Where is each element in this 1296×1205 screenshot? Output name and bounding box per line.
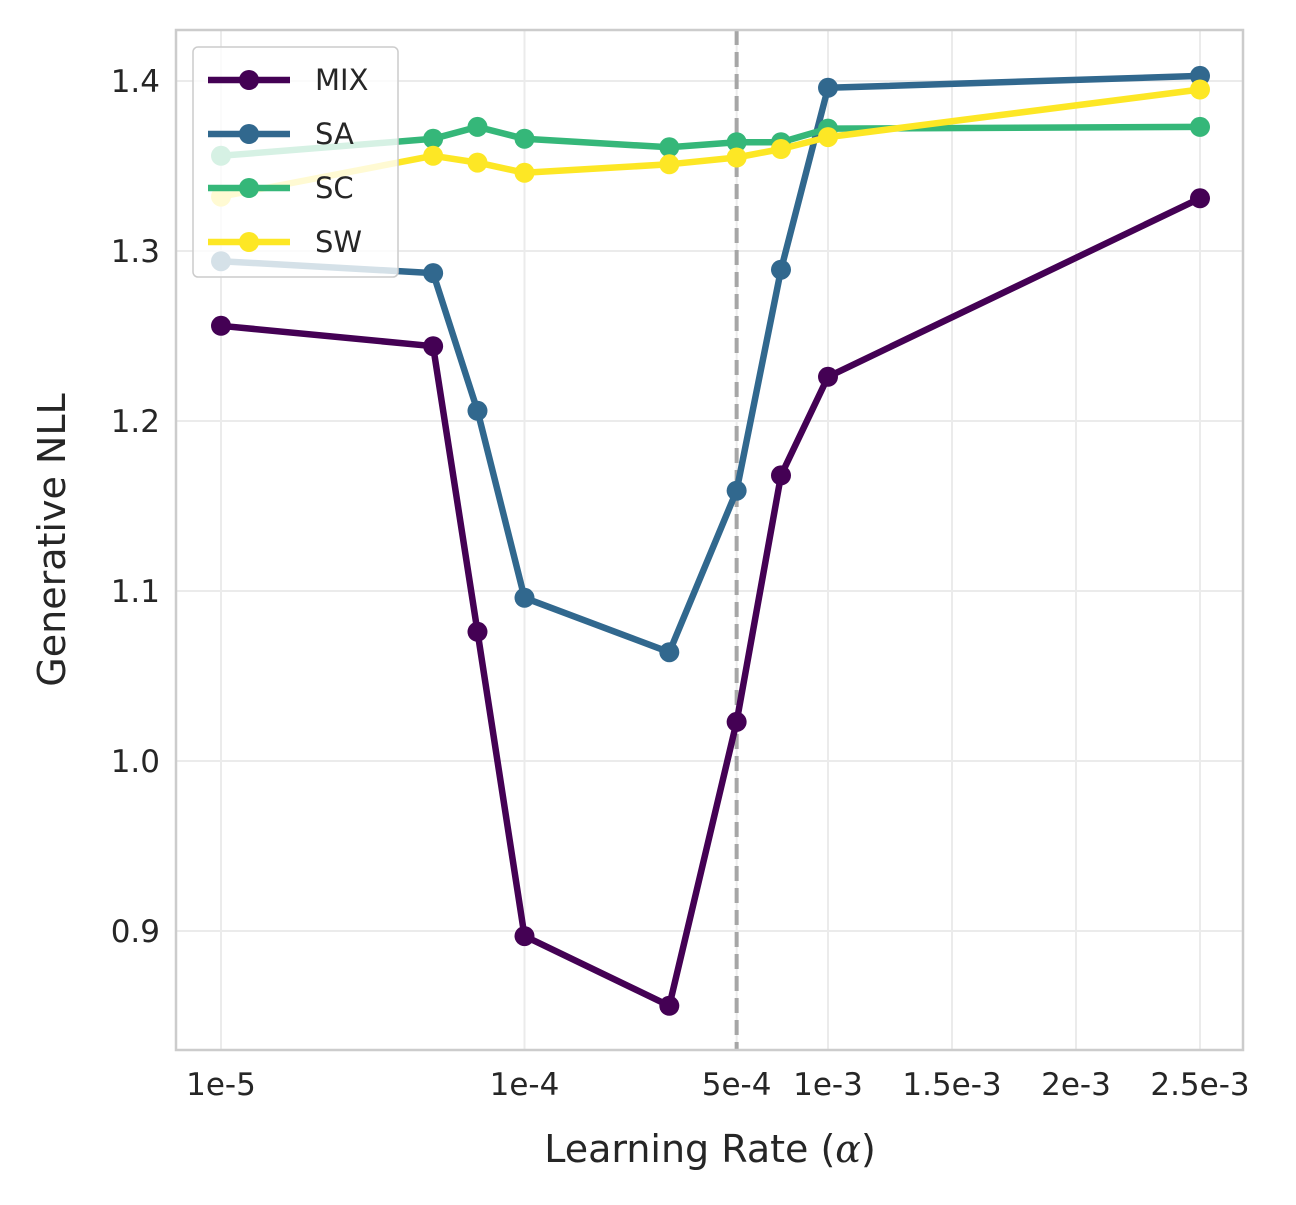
- legend-entry-sc: SC: [208, 171, 354, 205]
- legend-swatch-marker: [239, 124, 259, 144]
- data-point-mix: [659, 995, 680, 1016]
- data-point-sw: [659, 154, 680, 175]
- legend-entry-mix: MIX: [208, 63, 368, 97]
- x-axis-title: Learning Rate (α): [544, 1127, 876, 1171]
- plot-frame: [174, 28, 1245, 1052]
- y-tick-label: 1.1: [111, 574, 160, 610]
- data-point-sw: [467, 152, 488, 173]
- data-point-sc: [423, 128, 444, 149]
- x-tick-label: 2e-3: [1041, 1067, 1111, 1103]
- series-mix: [211, 188, 1210, 1016]
- legend-entry-sa: SA: [208, 117, 354, 151]
- y-axis: 0.9 1.0 1.1 1.2 1.3 1.4: [111, 64, 160, 950]
- data-point-sw: [423, 145, 444, 166]
- data-point-sa: [726, 480, 747, 501]
- data-point-mix: [818, 366, 838, 387]
- data-point-mix: [514, 926, 535, 947]
- x-tick-label: 1e-5: [186, 1067, 256, 1103]
- legend-entry-sw: SW: [208, 225, 362, 259]
- data-point-sc: [514, 128, 535, 149]
- data-point-sw: [1190, 79, 1210, 100]
- x-tick-label: 2.5e-3: [1150, 1067, 1249, 1103]
- y-tick-label: 0.9: [111, 914, 160, 950]
- y-tick-label: 1.0: [111, 744, 160, 780]
- data-point-sa: [818, 77, 838, 98]
- series-group: [211, 65, 1210, 1016]
- x-tick-label: 1e-3: [793, 1067, 863, 1103]
- data-point-sw: [726, 147, 747, 168]
- data-point-sw: [770, 139, 791, 159]
- x-axis: 1e-5 1e-4 5e-4 1e-3 1.5e-3 2e-3 2.5e-3: [186, 1067, 1250, 1103]
- x-tick-label: 1.5e-3: [902, 1067, 1001, 1103]
- series-sa: [211, 65, 1210, 663]
- data-point-sa: [514, 587, 535, 608]
- legend-label: MIX: [315, 63, 368, 97]
- data-point-sc: [726, 132, 747, 153]
- y-tick-label: 1.2: [111, 404, 160, 440]
- data-point-mix: [770, 465, 791, 486]
- data-point-sc: [659, 137, 680, 158]
- legend-swatch-marker: [239, 70, 259, 90]
- y-tick-label: 1.3: [111, 234, 160, 270]
- data-point-sa: [770, 259, 791, 280]
- grid: [176, 30, 1243, 1050]
- data-point-mix: [1190, 188, 1210, 209]
- data-point-sa: [467, 400, 488, 421]
- data-point-sw: [818, 127, 838, 148]
- y-axis-title: Generative NLL: [30, 393, 74, 686]
- legend-label: SW: [315, 225, 362, 259]
- legend-swatch-marker: [239, 232, 259, 252]
- data-point-mix: [726, 711, 747, 732]
- series-sw: [211, 79, 1210, 207]
- data-point-sa: [659, 642, 680, 663]
- x-tick-label: 5e-4: [702, 1067, 772, 1103]
- x-tick-label: 1e-4: [490, 1067, 560, 1103]
- data-point-sw: [514, 162, 535, 183]
- data-point-sc: [1190, 116, 1210, 137]
- legend-box: [192, 46, 399, 278]
- legend: MIX SA SC SW: [192, 46, 399, 278]
- data-point-mix: [423, 336, 444, 357]
- legend-swatch-marker: [239, 178, 259, 198]
- y-tick-label: 1.4: [111, 64, 160, 100]
- data-point-sa: [423, 263, 444, 284]
- data-point-mix: [467, 621, 488, 642]
- legend-label: SA: [315, 117, 354, 151]
- data-point-mix: [211, 315, 231, 336]
- legend-label: SC: [315, 171, 354, 205]
- data-point-sc: [467, 116, 488, 137]
